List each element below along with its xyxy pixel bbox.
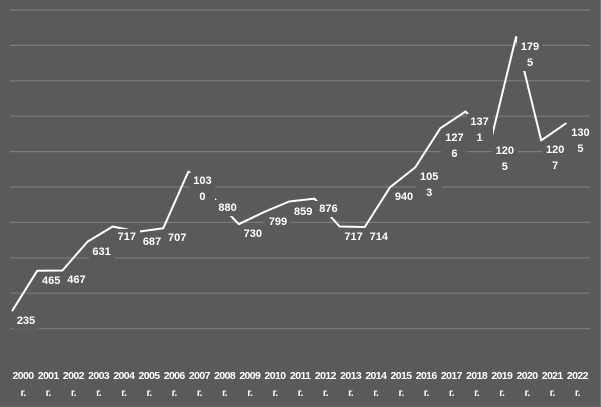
x-axis-year: 2002 [62,370,85,382]
x-axis-year-suffix: г. [474,387,480,399]
x-axis-year-suffix: г. [549,387,556,399]
x-axis-year-suffix: г. [272,387,278,399]
x-axis-tick-label: 2013 г. [338,368,364,402]
x-axis-year: 2013 [340,370,362,382]
x-axis-tick-label: 2007 г. [186,368,212,402]
x-axis-tick-label: 2020 г. [514,368,540,402]
data-label: 717 [113,228,140,245]
x-axis-tick-label: 2006 г. [161,368,187,402]
x-axis-year: 2005 [138,370,161,382]
x-axis-year: 2004 [113,370,135,382]
x-axis-year: 2010 [264,370,287,382]
data-label: 631 [88,243,115,260]
x-axis-year-suffix: г. [574,387,581,399]
data-label: 876 [315,200,342,217]
series-line [11,36,567,312]
x-axis-year: 2018 [466,370,488,382]
x-axis-year: 2012 [314,370,337,382]
x-axis-year-suffix: г. [423,387,430,399]
x-axis-tick-label: 2022 г. [564,368,590,402]
data-label: 1053 [416,169,443,202]
x-axis-tick-label: 2001 г. [35,368,61,402]
data-label: 1205 [491,142,518,175]
x-axis-year: 2003 [88,370,110,382]
x-axis-year-suffix: г. [20,387,26,399]
x-axis-year: 2021 [541,370,564,382]
data-label: 467 [63,272,90,289]
x-axis-tick-label: 2021 г. [539,368,565,402]
x-axis-tick-label: 2015 г. [388,368,414,402]
data-label: 687 [139,233,165,250]
x-axis-tick-label: 2002 г. [60,368,86,402]
data-label: 717 [340,228,367,245]
data-label: 1371 [466,113,493,146]
x-axis-tick-label: 2018 г. [464,368,490,402]
x-axis-tick-label: 2017 г. [438,368,464,402]
x-axis-tick-label: 2000 г. [10,368,36,402]
x-axis-tick-label: 2011 г. [287,368,313,402]
x-axis-tick-label: 2010 г. [262,368,288,402]
x-axis-year-suffix: г. [398,387,404,399]
data-label: 1207 [542,142,569,175]
x-axis-year: 2008 [214,370,236,382]
x-axis-year: 2006 [163,370,186,382]
x-axis-year-suffix: г. [247,387,253,399]
x-axis-year-suffix: г. [499,387,505,399]
x-axis-year-suffix: г. [146,387,152,399]
x-axis-tick-label: 2008 г. [212,368,238,402]
x-axis-year-suffix: г. [448,387,455,399]
data-label: 880 [214,199,241,216]
data-label: 730 [239,226,266,243]
data-label: 859 [290,203,317,220]
x-axis-year: 2015 [390,370,413,382]
x-axis-year: 2007 [188,370,211,382]
x-axis-year-suffix: г. [297,387,304,399]
x-axis-year: 2019 [491,370,513,382]
gridlines [10,9,590,330]
x-axis-year-suffix: г. [96,387,102,399]
x-axis-year-suffix: г. [121,387,127,399]
x-axis-year-suffix: г. [196,387,203,399]
data-label: 940 [391,189,417,206]
x-axis-year: 2014 [365,370,387,382]
x-axis-year-suffix: г. [524,387,530,399]
data-label: 799 [265,214,291,231]
data-label: 714 [365,229,392,246]
data-label: 1030 [189,173,216,206]
x-axis-year-suffix: г. [348,387,354,399]
x-axis-tick-label: 2004 г. [111,368,137,402]
x-axis-year: 2001 [37,370,60,382]
data-label: 235 [13,313,39,330]
x-axis-year: 2020 [516,370,539,382]
x-axis-year-suffix: г. [171,387,178,399]
data-label: 1305 [567,125,594,158]
x-axis-tick-label: 2005 г. [136,368,162,402]
data-label: 1795 [517,39,543,71]
x-axis-tick-label: 2012 г. [312,368,338,402]
data-label: 1276 [441,130,468,163]
x-axis-tick-label: 2014 г. [363,368,389,402]
x-axis-tick-label: 2003 г. [86,368,112,402]
x-axis-year: 2017 [440,370,463,382]
x-axis-year-suffix: г. [70,387,77,399]
x-axis-tick-label: 2009 г. [237,368,263,402]
x-axis-tick-label: 2016 г. [413,368,439,402]
x-axis-year-suffix: г. [222,387,228,399]
x-axis-year-suffix: г. [45,387,52,399]
x-axis-year: 2011 [289,370,311,382]
data-label: 707 [164,230,191,247]
x-axis-year: 2016 [415,370,438,382]
x-axis-year-suffix: г. [373,387,379,399]
x-axis-year: 2022 [566,370,589,382]
x-axis-tick-label: 2019 г. [489,368,515,402]
x-axis-year: 2000 [12,370,35,382]
data-label: 465 [38,272,65,289]
x-axis-year-suffix: г. [322,387,329,399]
x-axis-year: 2009 [239,370,261,382]
